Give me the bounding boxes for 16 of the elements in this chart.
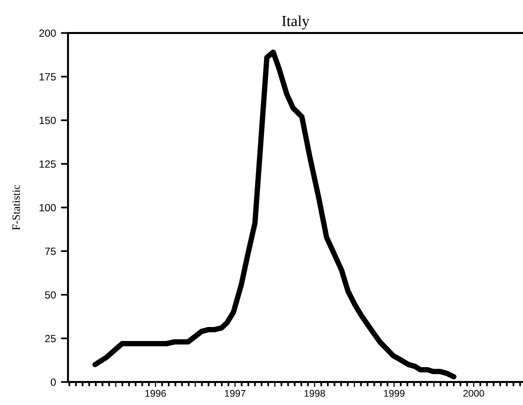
y-tick-label: 150 — [40, 116, 56, 124]
x-tick-label: 1997 — [224, 390, 246, 397]
x-tick-label: 1996 — [145, 390, 166, 397]
y-tick-label: 0 — [50, 378, 56, 386]
x-tick-label: 1999 — [384, 390, 404, 397]
y-tick-label: 75 — [45, 248, 56, 255]
y-tick-label: 175 — [40, 73, 56, 80]
y-tick-label: 125 — [40, 160, 56, 168]
y-axis-title: F-Statistic — [12, 185, 20, 230]
x-tick-label: 2000 — [463, 390, 484, 397]
y-tick-label: 25 — [45, 334, 56, 342]
y-tick-label: 200 — [39, 30, 56, 37]
x-tick-label: 1998 — [304, 390, 325, 397]
chart-title: Italy — [282, 15, 310, 30]
y-tick-label: 100 — [40, 204, 56, 212]
y-tick-label: 50 — [45, 291, 56, 299]
